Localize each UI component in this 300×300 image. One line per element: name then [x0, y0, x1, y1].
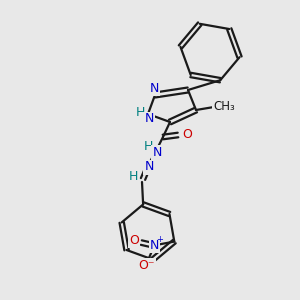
Text: N: N	[144, 160, 154, 173]
Text: O: O	[182, 128, 192, 142]
Text: H: H	[143, 140, 153, 154]
Text: N: N	[150, 239, 159, 252]
Text: CH₃: CH₃	[213, 100, 235, 112]
Text: O⁻: O⁻	[138, 259, 154, 272]
Text: N: N	[144, 112, 154, 125]
Text: H: H	[135, 106, 145, 119]
Text: +: +	[156, 235, 163, 244]
Text: N: N	[152, 146, 162, 158]
Text: N: N	[149, 82, 159, 94]
Text: H: H	[128, 169, 138, 182]
Text: O: O	[129, 234, 139, 247]
